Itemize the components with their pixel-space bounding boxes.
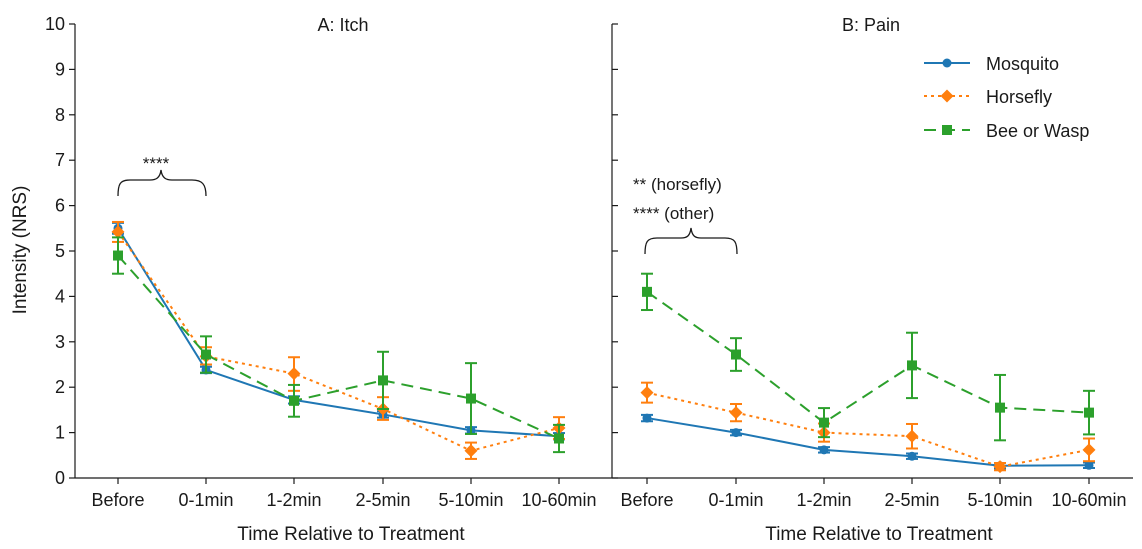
data-point xyxy=(905,429,919,443)
x-tick-label: 5-10min xyxy=(438,490,503,510)
legend-label-bee-or-wasp: Bee or Wasp xyxy=(986,121,1089,141)
series-line xyxy=(117,231,560,452)
y-tick-label: 7 xyxy=(55,150,65,170)
legend-marker-mosquito xyxy=(942,58,952,68)
data-point xyxy=(993,460,1007,474)
x-tick-label: 2-5min xyxy=(884,490,939,510)
y-tick-label: 5 xyxy=(55,241,65,261)
x-tick-label: Before xyxy=(91,490,144,510)
legend-item-bee-or-wasp: Bee or Wasp xyxy=(924,121,1089,141)
data-point xyxy=(729,406,743,420)
legend-label-mosquito: Mosquito xyxy=(986,54,1059,74)
data-point xyxy=(554,433,564,444)
panel-pain: B: Pain Time Relative to Treatment Befor… xyxy=(611,15,1133,545)
data-point xyxy=(289,395,299,406)
panel-b-y-ticks xyxy=(612,23,618,479)
panel-a-significance-label: **** xyxy=(143,154,170,173)
series-bee-or-wasp-panel-b xyxy=(641,272,1095,442)
panel-b-x-axis-title: Time Relative to Treatment xyxy=(765,524,993,545)
data-point xyxy=(287,367,301,381)
panel-a-title: A: Itch xyxy=(317,15,368,35)
x-tick-label: Before xyxy=(620,490,673,510)
y-tick-label: 4 xyxy=(55,286,65,306)
series-line xyxy=(646,417,1090,467)
data-point xyxy=(819,417,829,428)
panel-b-significance-brace xyxy=(644,227,738,255)
data-point xyxy=(907,360,917,371)
series-mosquito-panel-a xyxy=(112,221,565,441)
x-tick-label: 0-1min xyxy=(708,490,763,510)
data-point xyxy=(378,375,388,386)
series-mosquito-panel-b xyxy=(641,413,1095,471)
series-bee-or-wasp-panel-a xyxy=(112,236,565,454)
y-tick-label: 1 xyxy=(55,423,65,443)
panel-a-series xyxy=(111,220,566,460)
panel-b-significance-label-1: ** (horsefly) xyxy=(633,175,722,194)
y-tick-label: 0 xyxy=(55,468,65,488)
panel-a-significance-brace xyxy=(117,169,207,197)
data-point xyxy=(1084,460,1094,470)
legend-item-horsefly: Horsefly xyxy=(924,87,1052,107)
data-point xyxy=(466,393,476,404)
x-tick-label: 1-2min xyxy=(266,490,321,510)
panel-b-annotation: ** (horsefly) **** (other) xyxy=(633,175,738,255)
series-line xyxy=(646,391,1090,468)
y-tick-label: 3 xyxy=(55,332,65,352)
data-point xyxy=(907,451,917,461)
data-point xyxy=(111,225,125,239)
panel-b-series xyxy=(640,272,1096,474)
legend: Mosquito Horsefly Bee or Wasp xyxy=(924,54,1089,141)
legend-marker-horsefly xyxy=(940,89,954,103)
data-point xyxy=(731,428,741,438)
panel-b-x-ticks: Before 0-1min 1-2min 2-5min 5-10min 10-60min xyxy=(620,478,1127,510)
data-point xyxy=(819,445,829,455)
data-point xyxy=(642,413,652,423)
series-horsefly-panel-a xyxy=(111,220,566,460)
legend-item-mosquito: Mosquito xyxy=(924,54,1059,74)
legend-label-horsefly: Horsefly xyxy=(986,87,1052,107)
data-point xyxy=(201,349,211,360)
y-axis-title: Intensity (NRS) xyxy=(10,186,31,315)
data-point xyxy=(640,386,654,400)
x-tick-label: 5-10min xyxy=(967,490,1032,510)
panel-a-annotation: **** xyxy=(117,154,207,197)
panel-b-significance-label-2: **** (other) xyxy=(633,204,714,223)
x-tick-label: 0-1min xyxy=(178,490,233,510)
y-tick-label: 6 xyxy=(55,196,65,216)
panel-b-title: B: Pain xyxy=(842,15,900,35)
legend-marker-bee-or-wasp xyxy=(942,125,952,135)
data-point xyxy=(113,250,123,261)
data-point xyxy=(995,402,1005,413)
panel-a-x-axis-title: Time Relative to Treatment xyxy=(237,524,465,545)
series-line xyxy=(646,291,1090,424)
data-point xyxy=(1084,407,1094,418)
series-line xyxy=(117,227,560,438)
y-tick-label: 10 xyxy=(45,14,65,34)
y-tick-label: 9 xyxy=(55,59,65,79)
x-tick-label: 10-60min xyxy=(521,490,596,510)
x-tick-label: 1-2min xyxy=(796,490,851,510)
panel-itch: A: Itch Time Relative to Treatment 0 1 2 3 4… xyxy=(45,14,612,545)
data-point xyxy=(1082,443,1096,457)
panel-a-x-ticks: Before 0-1min 1-2min 2-5min 5-10min 10-60min xyxy=(91,478,597,510)
data-point xyxy=(731,349,741,360)
data-point xyxy=(464,444,478,458)
series-line xyxy=(117,254,560,440)
panel-a-y-ticks: 0 1 2 3 4 5 6 7 8 9 10 xyxy=(45,14,75,488)
y-tick-label: 2 xyxy=(55,377,65,397)
data-point xyxy=(642,286,652,297)
y-tick-label: 8 xyxy=(55,105,65,125)
x-tick-label: 2-5min xyxy=(355,490,410,510)
x-tick-label: 10-60min xyxy=(1051,490,1126,510)
